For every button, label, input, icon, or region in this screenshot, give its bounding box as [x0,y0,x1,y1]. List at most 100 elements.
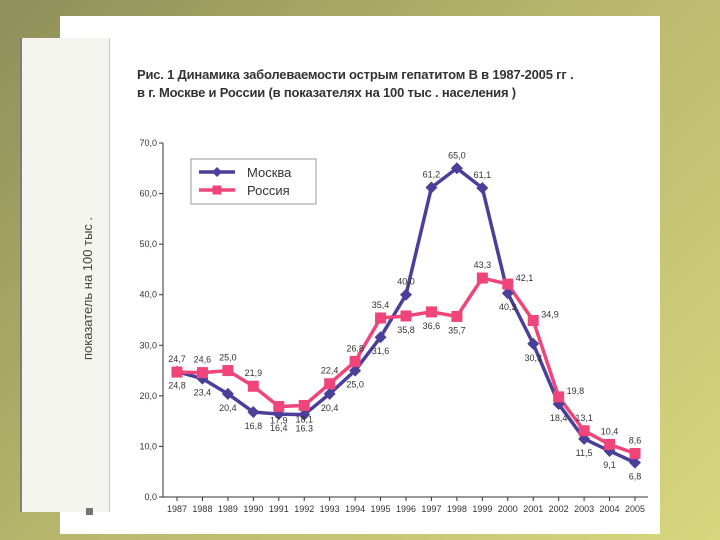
x-tick-label: 1988 [192,504,212,514]
data-point-moscow [349,364,362,377]
data-point-russia [349,355,361,367]
data-label-moscow: 16.3 [295,424,313,434]
slide-sheet [60,16,660,534]
data-label-russia: 21,9 [245,368,263,378]
data-label-moscow: 25,0 [346,380,364,390]
x-tick-label: 1997 [421,504,441,514]
data-point-russia [527,315,539,327]
data-point-russia [604,438,616,450]
data-point-russia [629,448,641,460]
x-tick-label: 1996 [396,504,416,514]
data-point-russia [425,306,437,318]
data-point-russia [324,378,336,390]
x-tick-label: 1991 [269,504,289,514]
data-label-russia: 19,8 [567,386,585,396]
y-tick-label: 20,0 [139,391,157,401]
data-point-russia [400,310,412,322]
y-tick-label: 30,0 [139,340,157,350]
data-label-russia: 24,7 [168,354,186,364]
x-tick-label: 2001 [523,504,543,514]
data-label-moscow: 23,4 [194,388,212,398]
data-label-russia: 8,6 [629,436,642,446]
data-label-russia: 25,0 [219,353,237,363]
y-tick-label: 40,0 [139,290,157,300]
x-tick-label: 2004 [600,504,620,514]
data-label-russia: 34,9 [541,310,559,320]
data-point-russia [171,366,183,378]
data-label-moscow: 6,8 [629,472,642,482]
data-label-moscow: 11,5 [576,448,593,458]
x-tick-label: 1987 [167,504,187,514]
legend-label-russia: Россия [247,183,290,198]
bullet-square-icon [86,508,93,515]
data-point-russia [196,367,208,379]
data-label-russia: 35,4 [372,300,390,310]
data-label-russia: 10,4 [601,426,619,436]
data-point-moscow [425,181,438,194]
data-label-moscow: 16,4 [270,423,288,433]
data-label-moscow: 18,4 [550,413,568,423]
x-tick-label: 1995 [371,504,391,514]
legend-marker-russia [212,185,222,195]
data-label-moscow: 30,3 [524,353,542,363]
data-label-moscow: 20,4 [321,403,339,413]
data-point-moscow [323,387,336,400]
data-point-moscow [400,288,412,301]
data-label-russia: 35,8 [397,325,415,335]
data-label-russia: 42,1 [516,273,534,283]
y-tick-label: 10,0 [139,441,157,451]
x-tick-label: 1989 [218,504,238,514]
data-point-moscow [374,331,387,344]
chart-subtitle: в г. Москве и России (в показателях на 1… [137,85,516,100]
data-label-russia: 17,9 [270,415,288,425]
data-label-moscow: 20,4 [219,403,237,413]
data-label-russia: 43,3 [474,260,492,270]
data-label-moscow: 40,3 [499,302,517,312]
data-label-moscow: 65,0 [448,150,466,160]
data-point-russia [273,400,285,412]
data-point-russia [247,380,259,392]
data-label-moscow: 61,1 [474,170,492,180]
x-tick-label: 1993 [320,504,340,514]
data-point-moscow [450,162,463,175]
data-label-russia: 13,1 [575,413,593,423]
legend-box [190,158,317,205]
data-point-russia [553,391,565,403]
x-tick-label: 2005 [625,504,645,514]
y-tick-label: 60,0 [139,189,157,199]
y-tick-label: 70,0 [139,138,157,148]
data-label-russia: 22,4 [321,366,339,376]
data-label-russia: 18,1 [295,414,313,424]
x-tick-label: 1990 [243,504,263,514]
x-tick-label: 2000 [498,504,518,514]
data-label-moscow: 40,0 [397,277,415,287]
data-point-russia [578,425,590,437]
data-label-moscow: 31,6 [372,346,390,356]
data-label-russia: 26,8 [346,343,364,353]
data-label-russia: 24,6 [194,355,212,365]
legend-marker-moscow [212,167,222,177]
data-label-russia: 35,7 [448,325,466,335]
x-tick-label: 1994 [345,504,365,514]
chart-title: Рис. 1 Динамика заболеваемости острым ге… [137,67,574,82]
left-strip [20,38,110,512]
data-point-moscow [298,408,311,421]
data-label-moscow: 24,8 [168,381,186,391]
data-point-moscow [221,387,234,400]
data-point-russia [222,365,234,377]
data-label-moscow: 61,2 [423,170,441,180]
data-point-russia [451,310,463,322]
data-label-russia: 36,6 [423,321,441,331]
data-point-moscow [247,406,260,419]
chart-title-block: Рис. 1 Динамика заболеваемости острым ге… [137,66,607,102]
data-point-moscow [629,456,641,469]
data-point-moscow [501,287,514,300]
data-point-moscow [476,182,489,195]
data-label-moscow: 9,1 [603,460,616,470]
legend-label-moscow: Москва [247,165,292,180]
data-point-russia [375,312,387,324]
x-tick-label: 2003 [574,504,594,514]
x-tick-label: 1992 [294,504,314,514]
data-point-russia [476,272,488,284]
